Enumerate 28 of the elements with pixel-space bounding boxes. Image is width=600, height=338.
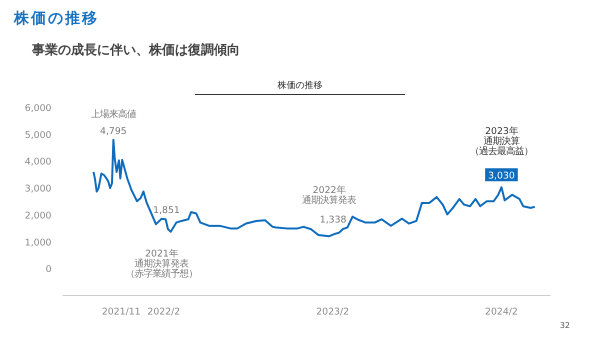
annotation: 2021年 (145, 248, 178, 260)
annotation: 2023年 (485, 126, 518, 137)
y-tick-label: 2,000 (24, 210, 52, 222)
x-tick-label: 2021/11 (102, 306, 141, 318)
y-tick-label: 5,000 (24, 130, 52, 141)
y-tick-label: 1,000 (24, 237, 52, 248)
chart-subtitle: 事業の成長に伴い、株価は復調傾向 (32, 42, 240, 60)
x-tick-label: 2023/2 (316, 306, 350, 318)
annotation: 通期決算発表 (302, 195, 356, 206)
x-tick-label: 2024/2 (485, 306, 518, 318)
annotation: 1,851 (153, 204, 180, 216)
annotation: 通期決算 (483, 136, 520, 147)
annotation: （過去最高益） (470, 146, 533, 157)
y-tick-label: 0 (46, 264, 52, 276)
annotation: 3,030 (488, 170, 515, 182)
text: 株価の推移 (14, 8, 99, 29)
annotation: 4,795 (100, 126, 127, 137)
chart-title: 株価の推移 (278, 80, 322, 93)
x-tick-label: 2022/2 (147, 306, 180, 318)
annotation: 2022年 (312, 185, 346, 196)
annotation: 上場来高値 (90, 108, 136, 120)
y-tick-label: 4,000 (24, 156, 52, 168)
y-tick-label: 3,000 (24, 184, 52, 195)
annotation: 1,338 (320, 214, 347, 226)
annotation: 通期決算発表 (134, 258, 188, 270)
text: 32 (560, 320, 570, 332)
y-tick-label: 6,000 (24, 103, 52, 114)
annotation: （赤字業績予想） (125, 268, 198, 280)
